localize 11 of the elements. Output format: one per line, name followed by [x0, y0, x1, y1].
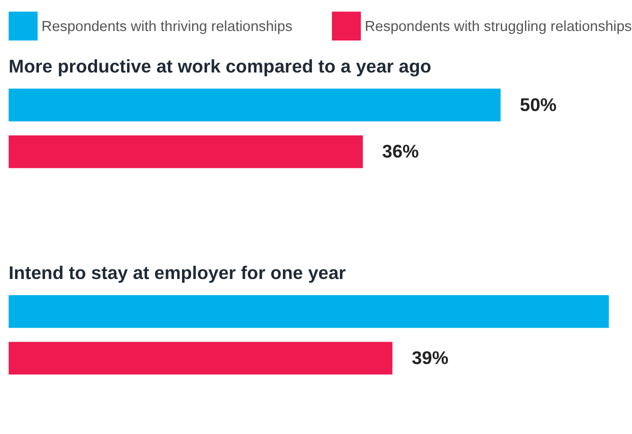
legend-label: Respondents with struggling relationships [364, 18, 632, 35]
bar [8, 135, 363, 168]
bar [8, 295, 609, 328]
y-tick-label: More productive at work compared to a year ago [8, 55, 432, 76]
bar [8, 88, 501, 122]
y-tick-label: Intend to stay at employer for one year [8, 262, 346, 283]
data-label: 39% [412, 346, 448, 368]
data-label: 36% [382, 140, 419, 162]
bar [8, 342, 392, 375]
legend-label: Respondents with thriving relationships [41, 18, 292, 35]
data-label: 50% [520, 94, 557, 115]
